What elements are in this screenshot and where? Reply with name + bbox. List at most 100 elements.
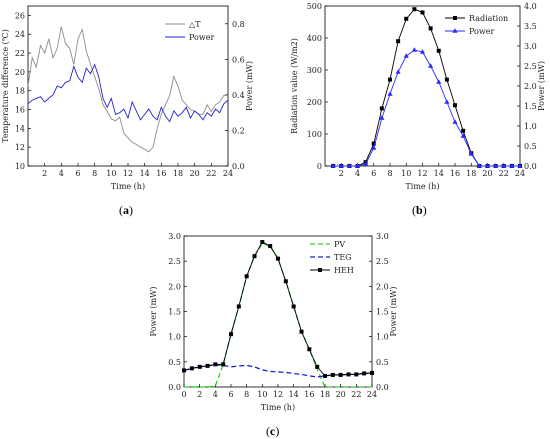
chart-a-series-power-line — [27, 63, 229, 123]
chart-a-xtick-label: 16 — [156, 169, 166, 178]
chart-c-series-heh-point — [213, 362, 218, 367]
chart-a-ytick-left-label: 18 — [15, 87, 25, 96]
chart-panel-a: 2 4 6 8 10 12 14 16 18 20 22 24 10 12 14 16 18 20 22 24 26 0.… — [0, 0, 275, 200]
chart-c-ytick-left-label: 2.5 — [168, 257, 181, 266]
chart-b-series-power-point — [346, 163, 352, 168]
chart-b-ytick-right-label: 1.0 — [524, 122, 537, 131]
chart-c-series-heh-point — [221, 362, 226, 367]
chart-c-ytick-left-label: 1.0 — [168, 333, 181, 342]
chart-c-ytick-left-label: 2.0 — [168, 282, 181, 291]
chart-b-xlabel: Time (h) — [405, 182, 439, 191]
chart-b-xtick-label: 20 — [482, 169, 492, 178]
chart-b-ytick-right-label: 3.5 — [524, 22, 537, 31]
chart-c-ytick-right-label: 0.0 — [376, 383, 389, 392]
chart-c-series-heh-point — [330, 372, 335, 377]
chart-b-series-power-point — [460, 133, 466, 138]
chart-b-ytick-left-label: 400 — [307, 34, 322, 43]
chart-b-series-power-point — [517, 163, 523, 168]
chart-c-xtick-label: 18 — [320, 390, 330, 399]
chart-b-series-power-point — [411, 47, 417, 52]
chart-c-xtick-label: 12 — [273, 390, 283, 399]
panel-label-c-text: c — [270, 424, 276, 438]
chart-panel-c: 0 2 4 6 8 10 12 14 16 18 20 22 24 0.0 0.5 1.0 1.5 2.0 2.5 3… — [140, 222, 410, 418]
panel-label-a: (a) — [119, 203, 133, 217]
chart-a-ytick-left-label: 22 — [15, 49, 25, 58]
chart-c-ytick-right-label: 2.5 — [376, 257, 389, 266]
chart-b-xtick-label: 16 — [450, 169, 460, 178]
chart-c-xtick-label: 0 — [181, 390, 186, 399]
chart-c-ytick-left-label: 0.5 — [168, 358, 181, 367]
chart-c-legend-heh-marker — [318, 268, 322, 272]
chart-c-ytick-right-label: 0.5 — [376, 358, 389, 367]
chart-b-ytick-right-label: 3.0 — [524, 42, 537, 51]
chart-b-ytick-left-label: 0 — [317, 162, 322, 171]
chart-b-xtick-label: 8 — [387, 169, 392, 178]
chart-c-series-heh-point — [323, 373, 327, 378]
chart-a-ytick-left-label: 10 — [15, 162, 25, 171]
chart-b-series-power-point — [419, 49, 426, 54]
chart-c-xtick-label: 16 — [304, 390, 314, 399]
chart-b-series-power-point — [403, 53, 409, 58]
chart-b-series-power-point — [387, 91, 393, 96]
chart-a-ytick-right-label: 0.0 — [232, 162, 245, 171]
chart-c-ylabel-left: Power (mW) — [149, 287, 158, 337]
chart-c-series-heh-point — [354, 372, 359, 377]
chart-c-series-heh-point — [370, 370, 374, 375]
chart-a-ytick-right-label: 0.6 — [232, 55, 245, 64]
chart-a-xtick-label: 10 — [106, 169, 116, 178]
chart-c-series-heh-point — [307, 347, 312, 352]
chart-b-series-power-point — [509, 163, 515, 168]
chart-c-series-heh-point — [182, 368, 186, 373]
chart-a-ytick-right-label: 0.8 — [232, 20, 245, 29]
chart-a-xtick-label: 20 — [190, 169, 200, 178]
chart-b-xtick-label: 10 — [401, 169, 411, 178]
chart-b-series-power-point — [330, 163, 336, 168]
chart-c-ytick-right-label: 1.5 — [376, 308, 389, 317]
chart-c-xtick-label: 10 — [257, 390, 267, 399]
chart-c-xtick-label: 22 — [351, 390, 361, 399]
chart-a-ytick-left-label: 14 — [15, 124, 25, 133]
chart-b-xtick-label: 22 — [499, 169, 509, 178]
chart-panel-b: 2 4 6 8 10 12 14 16 18 20 22 24 0 100 200 300 400 500 0.0 0… — [275, 0, 550, 200]
chart-c-series-heh-point — [236, 304, 241, 309]
chart-a-xtick-label: 18 — [173, 169, 183, 178]
chart-b-xtick-label: 14 — [434, 169, 444, 178]
chart-c-xtick-label: 24 — [367, 390, 377, 399]
chart-b-ytick-right-label: 4.0 — [524, 2, 537, 11]
chart-a-legend-t-label: △T — [189, 20, 201, 29]
chart-b-series-radiation-point — [461, 128, 466, 133]
chart-a-ytick-left-label: 26 — [15, 11, 25, 20]
chart-b-series-radiation-point — [453, 103, 457, 108]
chart-b-series-radiation-point — [396, 39, 401, 44]
chart-b-legend-power-marker — [452, 28, 458, 33]
chart-b-ytick-right-label: 0.0 — [524, 162, 537, 171]
chart-b-series-power-point — [363, 161, 369, 166]
chart-a-legend-power-label: Power — [189, 33, 214, 42]
chart-b-series-power-point — [452, 119, 458, 124]
chart-c-series-heh-point — [362, 371, 367, 376]
panel-label-c: (c) — [266, 424, 280, 438]
chart-a-ytick-left-label: 24 — [15, 30, 25, 39]
chart-b-series-power-point — [501, 163, 507, 168]
chart-c-series-heh-point — [189, 366, 194, 371]
chart-a-ylabel-left: Temperature difference (℃) — [1, 29, 10, 143]
chart-b-series-power-point — [468, 151, 474, 156]
chart-c-xtick-label: 2 — [197, 390, 202, 399]
chart-c-ytick-right-label: 2.0 — [376, 282, 389, 291]
chart-b-series-power-point — [354, 163, 361, 168]
chart-a-xtick-label: 22 — [206, 169, 216, 178]
chart-c-series-heh-point — [260, 240, 265, 245]
chart-b-series-power-point — [436, 79, 442, 84]
chart-c-series-heh-point — [229, 332, 233, 337]
chart-c-xtick-label: 8 — [244, 390, 249, 399]
chart-b-ytick-left-label: 300 — [307, 66, 322, 75]
chart-c-series-heh-line — [183, 241, 373, 377]
chart-b-series-radiation-point — [371, 141, 376, 146]
chart-a-ylabel-right: Power (mW) — [245, 61, 254, 111]
panel-label-b-text: b — [416, 203, 423, 217]
chart-c-legend-heh-label: HEH — [334, 266, 354, 275]
chart-b-ylabel-right: Power (mW) — [537, 61, 546, 111]
chart-b-series-power-line — [333, 49, 520, 167]
chart-c-series-heh-point — [315, 364, 320, 369]
chart-b-ytick-right-label: 2.5 — [524, 62, 537, 71]
